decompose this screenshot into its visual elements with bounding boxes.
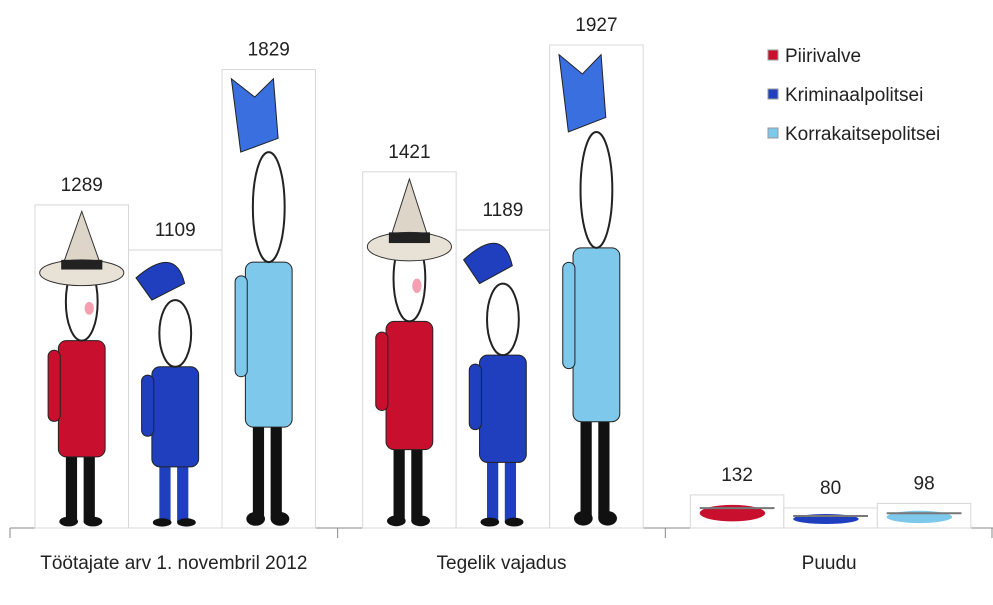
leg	[253, 418, 264, 519]
chart: 1289 1109 1829 1421 1189 1927 132 80 98 Piirivalv…	[0, 0, 993, 605]
value-label: 1421	[388, 142, 430, 163]
arm	[142, 375, 154, 436]
body	[573, 248, 620, 422]
x-tick-label: Töötajate arv 1. novembril 2012	[19, 551, 329, 577]
foot	[271, 512, 290, 526]
value-label: 132	[721, 465, 753, 486]
x-tick-label: Tegelik vajadus	[347, 551, 657, 577]
arm	[235, 276, 247, 377]
legend-label: Piirivalve	[785, 46, 861, 67]
value-label: 1829	[248, 40, 290, 61]
head	[487, 284, 519, 356]
body	[245, 262, 292, 427]
value-label: 80	[820, 478, 841, 499]
legend-label: Kriminaalpolitsei	[785, 85, 923, 106]
foot	[505, 518, 524, 527]
leg	[598, 412, 609, 518]
legend-label: Korrakaitsepolitsei	[785, 124, 940, 145]
foot	[598, 511, 617, 525]
body	[152, 367, 199, 467]
foot	[387, 516, 406, 527]
foot	[246, 512, 265, 526]
leg	[271, 418, 282, 519]
foot	[84, 517, 103, 527]
leg	[411, 443, 422, 521]
value-label: 1109	[155, 220, 196, 241]
leg	[581, 412, 592, 518]
value-label: 1189	[482, 200, 523, 221]
foot	[411, 516, 430, 527]
body	[58, 341, 105, 457]
head	[159, 300, 191, 367]
value-label: 1927	[575, 15, 617, 36]
arm	[48, 350, 60, 421]
chart-canvas: 1289 1109 1829 1421 1189 1927 132 80 98 Piirivalv…	[0, 0, 993, 605]
legend-swatch	[768, 128, 778, 138]
arm	[376, 332, 388, 410]
legend-swatch	[768, 50, 778, 60]
cheek	[85, 302, 94, 315]
leg	[66, 450, 77, 521]
leg	[394, 443, 405, 521]
foot	[153, 518, 172, 526]
leg	[84, 450, 95, 521]
hat-band	[61, 260, 102, 270]
leg	[505, 456, 516, 522]
foot	[574, 511, 593, 525]
foot	[177, 518, 196, 526]
arm	[563, 262, 575, 368]
leg	[487, 456, 498, 522]
value-label: 1289	[61, 175, 103, 196]
legend-swatch	[768, 89, 778, 99]
hat-band	[389, 232, 430, 243]
foot	[480, 518, 499, 527]
body	[480, 355, 527, 462]
head	[581, 132, 613, 248]
leg	[159, 461, 170, 522]
cheek	[412, 279, 421, 293]
value-label: 98	[914, 473, 935, 494]
x-tick-label: Puudu	[674, 551, 984, 577]
body	[386, 321, 433, 449]
leg	[177, 461, 188, 522]
foot	[59, 517, 78, 527]
head	[253, 152, 285, 262]
arm	[469, 364, 481, 430]
